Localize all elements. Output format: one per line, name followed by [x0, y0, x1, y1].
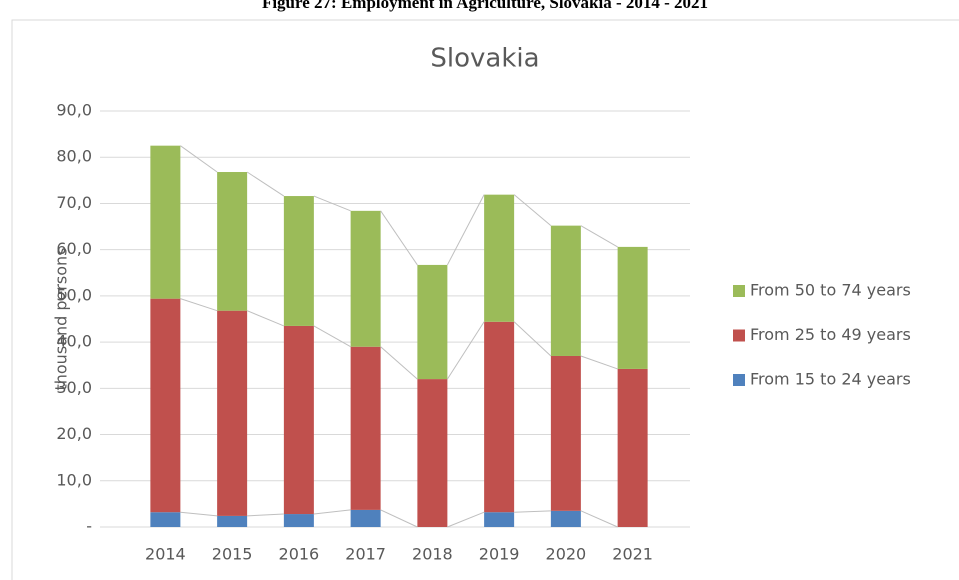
- series-line: [580, 225, 618, 248]
- bar-segment: [417, 264, 448, 380]
- bar-segment: [150, 298, 181, 513]
- series-line: [580, 510, 618, 528]
- bar-segment: [217, 310, 248, 516]
- legend-label: From 25 to 49 years: [750, 325, 911, 344]
- legend-label: From 50 to 74 years: [750, 281, 911, 300]
- series-line: [313, 325, 351, 348]
- series-line: [514, 510, 551, 513]
- bar-segment: [550, 355, 581, 511]
- series-line: [513, 321, 552, 357]
- series-line: [180, 145, 218, 173]
- series-line: [447, 511, 485, 528]
- series-line: [313, 195, 351, 212]
- series-line: [513, 194, 552, 227]
- bar-segment: [150, 512, 181, 527]
- chart-title: Slovakia: [430, 44, 539, 74]
- series-line: [446, 194, 485, 266]
- y-tick-label: 10,0: [56, 470, 92, 489]
- y-tick-label: 50,0: [56, 285, 92, 304]
- series-line: [446, 321, 485, 380]
- series-line: [380, 346, 418, 380]
- series-line: [580, 355, 618, 370]
- bar-segment: [484, 321, 515, 513]
- bar-segment: [550, 510, 581, 527]
- y-tick-label: 30,0: [56, 378, 92, 397]
- bar-segment: [350, 509, 381, 527]
- series-line: [313, 509, 351, 515]
- series-line: [180, 298, 218, 312]
- series-line: [380, 509, 418, 528]
- series-line: [246, 171, 285, 197]
- bar-segment: [350, 210, 381, 347]
- bar-segment: [484, 512, 515, 527]
- bar-segment: [283, 325, 314, 515]
- y-tick-label: 70,0: [56, 193, 92, 212]
- chart-frame: [11, 19, 959, 580]
- x-tick-label: 2016: [279, 545, 320, 564]
- series-line: [180, 511, 218, 517]
- bar-segment: [283, 196, 314, 326]
- y-tick-label: -: [86, 517, 92, 536]
- bar-segment: [217, 172, 248, 311]
- x-tick-label: 2015: [212, 545, 253, 564]
- y-tick-label: 80,0: [56, 147, 92, 166]
- y-axis-label: thousand persons: [52, 247, 71, 390]
- bar-segment: [350, 346, 381, 510]
- bar-segment: [484, 194, 515, 322]
- bar-segment: [150, 145, 181, 299]
- bar-segment: [217, 515, 248, 527]
- bar-segment: [283, 514, 314, 527]
- y-tick-label: 40,0: [56, 332, 92, 351]
- series-line: [380, 210, 418, 266]
- bar-segment: [617, 246, 648, 369]
- x-tick-label: 2021: [612, 545, 653, 564]
- series-line: [247, 513, 284, 517]
- x-tick-label: 2019: [479, 545, 520, 564]
- x-tick-label: 2018: [412, 545, 453, 564]
- bar-segment: [550, 225, 581, 356]
- x-tick-label: 2014: [145, 545, 186, 564]
- y-tick-label: 90,0: [56, 101, 92, 120]
- legend-swatch: [733, 285, 745, 297]
- x-tick-label: 2020: [546, 545, 587, 564]
- series-line: [246, 310, 285, 327]
- legend-swatch: [733, 329, 745, 342]
- bar-segment: [417, 379, 448, 527]
- legend-label: From 15 to 24 years: [750, 370, 911, 389]
- legend-swatch: [733, 374, 745, 386]
- bar-segment: [617, 368, 648, 527]
- x-tick-label: 2017: [345, 545, 386, 564]
- y-tick-label: 20,0: [56, 424, 92, 443]
- y-tick-label: 60,0: [56, 239, 92, 258]
- figure-title: Figure 27: Employment in Agriculture, Sl…: [262, 0, 708, 12]
